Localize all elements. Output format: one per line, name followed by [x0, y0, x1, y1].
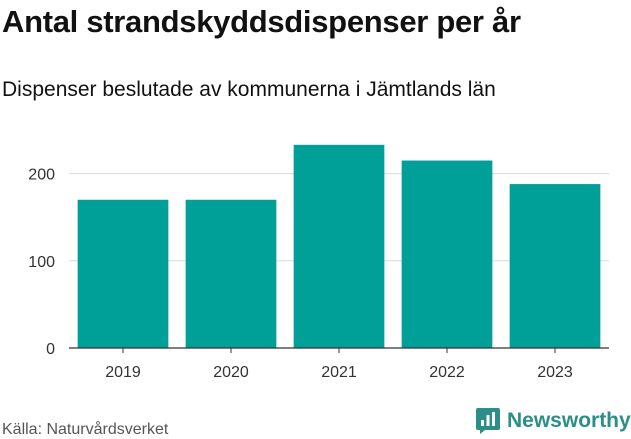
- bar-2021: [293, 144, 385, 348]
- chart-subtitle: Dispenser beslutade av kommunerna i Jämt…: [2, 78, 496, 101]
- bar-2022: [401, 160, 493, 348]
- y-tick-label: 100: [28, 254, 55, 271]
- chart-title: Antal strandskyddsdispenser per år: [2, 4, 521, 39]
- x-tick-label: 2020: [213, 364, 249, 381]
- bar-2020: [185, 199, 277, 348]
- bar-chart-logo-icon: [476, 408, 500, 434]
- source-note: Källa: Naturvårdsverket: [2, 421, 169, 438]
- newsworthy-logo: Newsworthy: [476, 407, 631, 435]
- bar-2023: [509, 184, 601, 348]
- x-tick-label: 2022: [429, 364, 465, 381]
- brand-name: Newsworthy: [507, 409, 631, 432]
- y-tick-label: 0: [46, 341, 55, 358]
- bars: [77, 144, 601, 348]
- x-tick-label: 2021: [321, 364, 357, 381]
- axes: 0 100 200 2019 2020 2021 2022 2023: [28, 167, 609, 381]
- y-tick-label: 200: [28, 167, 55, 184]
- bar-2019: [77, 199, 169, 348]
- x-tick-label: 2023: [537, 364, 573, 381]
- x-tick-label: 2019: [105, 364, 141, 381]
